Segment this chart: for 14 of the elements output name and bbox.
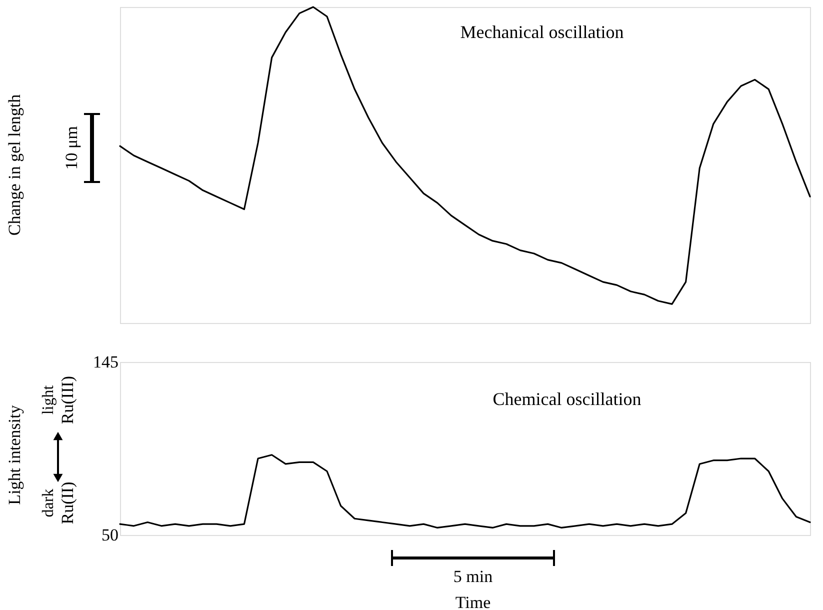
y-axis-title: Change in gel length bbox=[5, 94, 24, 236]
annotation: Mechanical oscillation bbox=[460, 22, 624, 42]
line-series bbox=[119, 454, 811, 529]
text: 5 min bbox=[453, 567, 494, 586]
text: Ru(III) bbox=[58, 376, 77, 424]
y-tick-label: 145 bbox=[93, 352, 118, 372]
y-tick-label: 50 bbox=[102, 526, 118, 544]
text: light bbox=[40, 384, 57, 415]
text: 10 μm bbox=[62, 126, 81, 170]
x-axis-title: Time bbox=[455, 593, 491, 610]
y-axis-title: Light intensity bbox=[5, 404, 24, 505]
annotation: Chemical oscillation bbox=[492, 389, 642, 409]
text: dark bbox=[40, 488, 57, 518]
text: Ru(II) bbox=[58, 482, 77, 524]
